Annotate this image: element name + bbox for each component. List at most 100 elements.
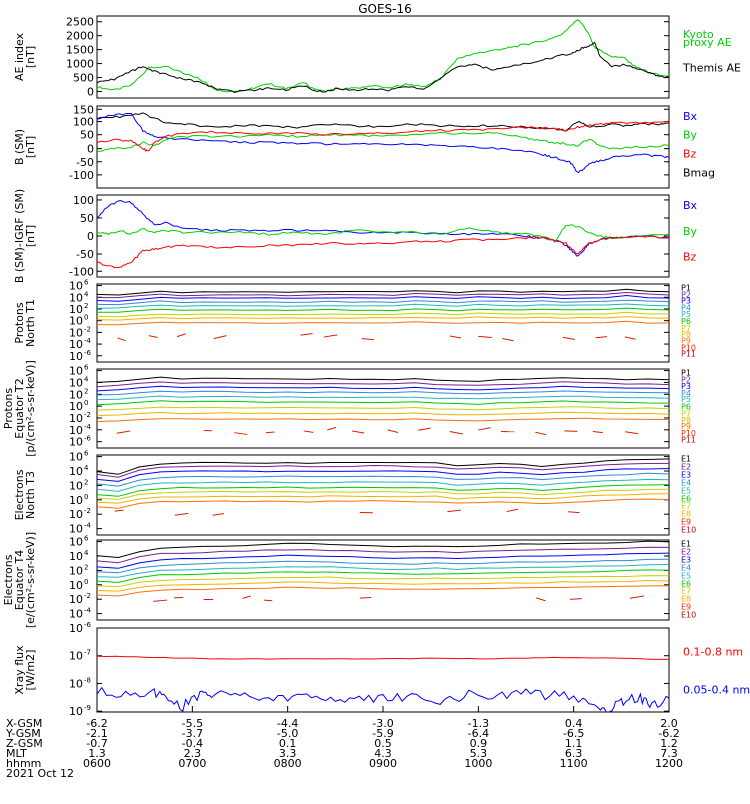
legend-entry: By (683, 129, 698, 142)
flux-channel-line (97, 407, 669, 410)
y-tick-label: 10 (69, 550, 83, 563)
sparse-channel-segment (243, 596, 251, 598)
y-tick-label: -50 (76, 248, 94, 261)
y-tick-label: 10 (69, 608, 83, 621)
y-axis-label-line: [nT] (24, 46, 37, 68)
y-tick-label: 100 (73, 116, 94, 129)
sparse-channel-segment (117, 338, 125, 341)
y-tick-label: 10 (69, 508, 83, 521)
y-axis-label: ProtonsNorth T1 (13, 299, 37, 347)
legend-entry: Bmag (683, 166, 715, 179)
legend-entry: 0.05-0.4 nm (683, 683, 750, 696)
y-tick-label: 500 (73, 72, 94, 85)
sparse-channel-segment (174, 597, 183, 598)
flux-channel-line (97, 473, 669, 486)
x-tick-label: 1100 (560, 757, 588, 770)
y-tick-exponent: -4 (84, 522, 92, 530)
sparse-channel-segment (115, 510, 124, 511)
y-tick-exponent: -4 (84, 337, 92, 345)
y-axis-label: B (SM)-IGRF (SM)[nT] (13, 189, 37, 283)
y-tick-exponent: -2 (84, 325, 91, 333)
y-tick-label: 10 (69, 564, 83, 577)
sparse-channel-segment (362, 339, 374, 340)
x-tick-label: 0900 (369, 757, 397, 770)
y-tick-label: -50 (76, 156, 94, 169)
y-axis-label: ElectronsNorth T3 (13, 469, 37, 520)
plot-area (97, 289, 669, 341)
y-tick-exponent: 4 (84, 375, 89, 383)
sparse-channel-segment (327, 427, 336, 430)
y-tick-label: 10 (69, 465, 83, 478)
panel-frame (97, 106, 669, 188)
y-tick-exponent: -6 (84, 349, 92, 357)
flux-channel-line (97, 293, 669, 298)
plot-area (97, 20, 669, 93)
y-tick-exponent: 2 (84, 387, 88, 395)
sparse-channel-segment (596, 337, 607, 338)
legend-entry: P11 (681, 436, 696, 445)
flux-channel-line (97, 565, 669, 578)
sparse-channel-segment (478, 428, 490, 430)
legend-entry: Bx (683, 110, 698, 123)
y-tick-label: -100 (69, 265, 94, 278)
y-tick-exponent: 4 (84, 290, 89, 298)
y-tick-exponent: 0 (84, 399, 88, 407)
sparse-channel-segment (360, 598, 371, 599)
y-tick-exponent: -6 (84, 435, 92, 443)
flux-channel-line (97, 469, 669, 482)
flux-channel-line (97, 377, 669, 382)
flux-channel-line (97, 296, 669, 302)
y-tick-exponent: 0 (84, 314, 88, 322)
bottom-row-label: 2021 Oct 12 (6, 767, 74, 780)
sparse-channel-segment (625, 432, 638, 434)
y-tick-label: 10 (69, 523, 83, 536)
plot-area (97, 541, 669, 601)
y-tick-label: 10 (69, 622, 83, 635)
y-tick-label: 10 (69, 593, 83, 606)
sparse-channel-segment (175, 513, 188, 515)
y-axis-label-line: [nT] (24, 225, 37, 247)
y-tick-exponent: -6 (84, 621, 92, 629)
flux-channel-line (97, 386, 669, 391)
sparse-channel-segment (570, 599, 582, 600)
y-tick-label: 0 (87, 85, 94, 98)
flux-channel-line (97, 321, 669, 324)
flux-channel-line (97, 463, 669, 477)
y-tick-label: -100 (69, 169, 94, 182)
y-tick-label: 0 (87, 143, 94, 156)
y-tick-label: 2500 (66, 16, 94, 29)
y-tick-exponent: -7 (84, 649, 91, 657)
y-axis-label: ElectronsEquator T4[e/(cm²-s-sr-keV)] (2, 532, 37, 628)
legend-entry: P11 (681, 350, 696, 359)
flux-channel-line (97, 312, 669, 317)
sparse-channel-segment (177, 334, 186, 337)
x-tick-label: 0700 (178, 757, 206, 770)
y-axis-label-line: [e/(cm²-s-sr-keV)] (24, 532, 37, 628)
y-axis-label-line: North T1 (24, 299, 37, 347)
y-tick-label: 100 (73, 194, 94, 207)
series-line (97, 225, 669, 242)
legend-entry: E10 (681, 611, 696, 620)
flux-channel-line (97, 300, 669, 304)
y-tick-exponent: -8 (84, 676, 91, 684)
y-tick-label: 10 (69, 350, 83, 363)
x-tick-label: 1000 (464, 757, 492, 770)
series-line (97, 114, 669, 173)
panel-frame (97, 628, 669, 712)
plot-area (97, 201, 669, 268)
flux-channel-line (97, 308, 669, 312)
y-axis-label-line: North T3 (24, 471, 37, 519)
sparse-channel-segment (502, 339, 513, 341)
y-tick-label: 10 (69, 705, 83, 718)
y-axis-label: ProtonsEquator T2[p/(cm²-s-sr-keV)] (2, 360, 37, 457)
y-tick-label: 10 (69, 479, 83, 492)
